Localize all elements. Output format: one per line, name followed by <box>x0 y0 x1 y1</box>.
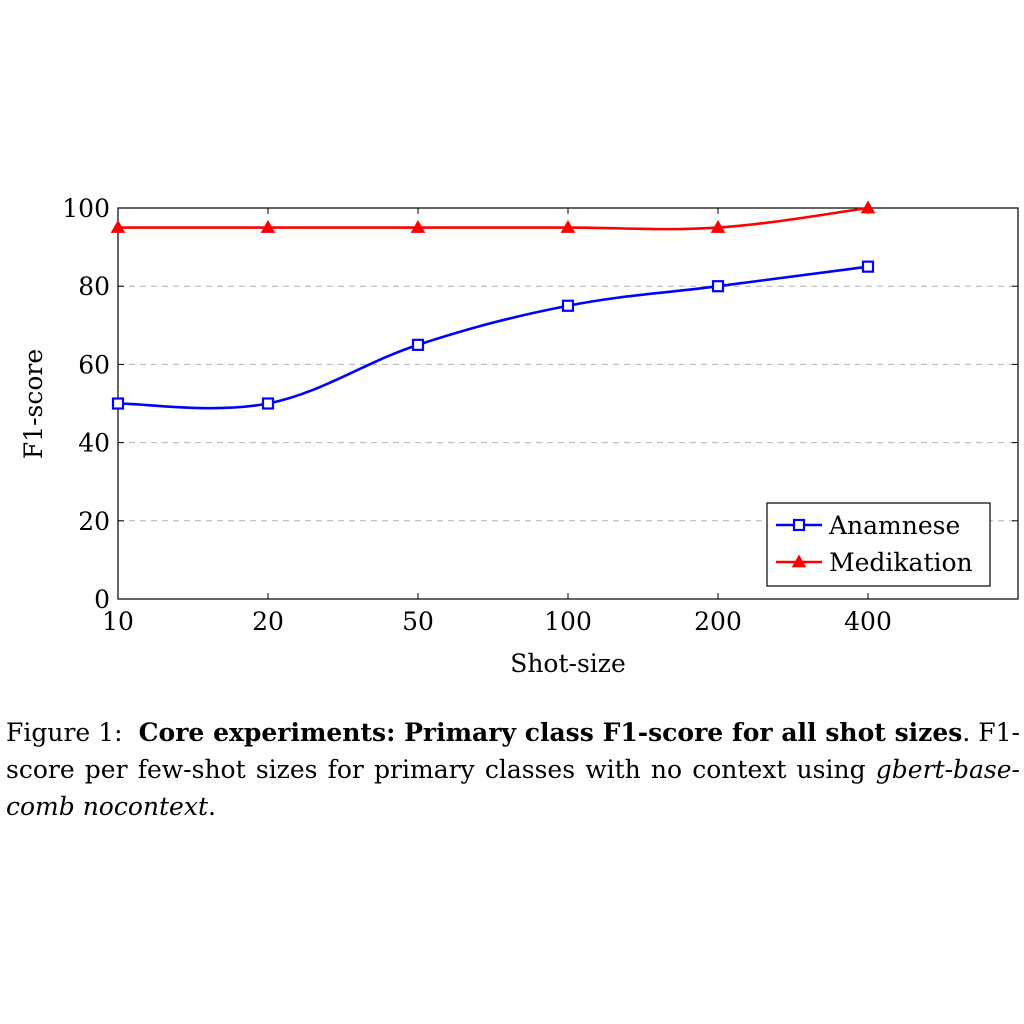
data-point-anamnese <box>711 280 725 293</box>
x-tick-label: 50 <box>402 607 434 636</box>
y-tick-label: 0 <box>94 585 110 614</box>
grid-lines <box>118 285 1018 522</box>
x-tick-label: 10 <box>102 607 134 636</box>
y-axis-ticks: 0 20 40 60 80 100 <box>62 194 1018 614</box>
y-tick-label: 60 <box>78 350 110 379</box>
caption-model-name: gbert-base-comb nocontext <box>6 755 1020 821</box>
y-tick-label: 40 <box>78 429 110 458</box>
caption-prefix: Figure 1: <box>6 718 123 747</box>
series-line-medikation <box>118 206 869 231</box>
data-point-medikation <box>710 220 726 233</box>
caption-bold-title: Core experiments: Primary class F1-score… <box>138 718 963 747</box>
data-point-anamnese <box>111 397 125 410</box>
x-tick-label: 100 <box>544 607 592 636</box>
data-point-medikation <box>560 220 576 233</box>
x-tick-label: 400 <box>844 607 892 636</box>
x-axis-ticks: 10 20 50 100 200 400 <box>102 208 892 636</box>
legend-label-anamnese: Anamnese <box>828 511 960 540</box>
data-point-medikation <box>110 220 126 233</box>
y-tick-label: 100 <box>62 194 110 223</box>
series-line-anamnese <box>117 265 869 410</box>
legend: Anamnese Medikation <box>766 502 991 587</box>
figure-caption: Figure 1: Core experiments: Primary clas… <box>6 714 1020 825</box>
series-group <box>110 200 876 410</box>
data-point-anamnese <box>861 260 875 273</box>
legend-box <box>766 502 991 587</box>
x-axis-label: Shot-size <box>510 649 626 678</box>
data-point-medikation <box>260 220 276 233</box>
data-point-anamnese <box>261 397 275 410</box>
caption-end: . <box>208 792 216 821</box>
data-point-anamnese <box>411 338 425 351</box>
legend-label-medikation: Medikation <box>829 548 973 577</box>
legend-marker-anamnese <box>792 518 806 532</box>
data-point-medikation <box>860 200 876 214</box>
chart: 0 20 40 60 80 100 10 20 50 100 200 400 Shot-size F… <box>19 194 1019 678</box>
legend-marker-medikation <box>791 554 807 568</box>
x-tick-label: 200 <box>694 607 742 636</box>
y-tick-label: 80 <box>78 272 110 301</box>
y-axis-label: F1-score <box>19 349 48 459</box>
y-tick-label: 20 <box>78 507 110 536</box>
caption-body: . F1-score per few-shot sizes for primar… <box>6 718 1021 784</box>
x-tick-label: 20 <box>252 607 284 636</box>
data-point-medikation <box>410 220 426 233</box>
data-point-anamnese <box>561 299 575 312</box>
